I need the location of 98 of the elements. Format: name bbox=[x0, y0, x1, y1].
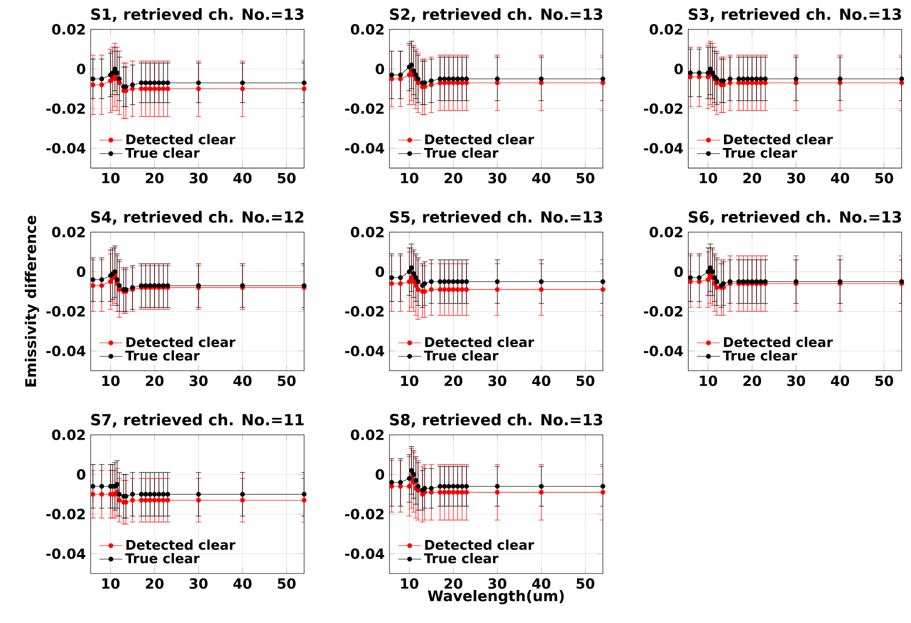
x-tick-label: 30 bbox=[787, 172, 806, 184]
y-tick-label: -0.04 bbox=[46, 548, 86, 560]
x-tick-label: 10 bbox=[102, 578, 120, 589]
x-tick-label: 50 bbox=[875, 172, 894, 184]
y-axis-title: Emissivity difference bbox=[24, 216, 40, 387]
y-tick-label: 0.02 bbox=[52, 226, 85, 238]
x-tick-label: 50 bbox=[278, 376, 296, 386]
legend-label: True clear bbox=[424, 553, 498, 564]
legend-label: True clear bbox=[424, 148, 498, 158]
x-tick-label: 40 bbox=[532, 578, 550, 589]
x-tick-label: 30 bbox=[488, 376, 506, 386]
legend-label: True clear bbox=[125, 553, 200, 564]
y-tick-label: 0 bbox=[376, 469, 384, 480]
x-tick-label: 40 bbox=[830, 172, 850, 184]
y-tick-label: 0.02 bbox=[650, 24, 682, 35]
x-tick-label: 50 bbox=[576, 578, 594, 589]
x-tick-label: 30 bbox=[488, 578, 506, 589]
x-tick-label: 10 bbox=[401, 172, 418, 184]
chart-title: S8, retrieved ch. No.=13 bbox=[390, 414, 602, 428]
x-tick-label: 10 bbox=[102, 172, 120, 184]
y-tick-label: -0.04 bbox=[644, 346, 683, 356]
y-tick-label: -0.04 bbox=[345, 142, 384, 154]
x-tick-label: 20 bbox=[444, 172, 462, 184]
x-tick-label: 40 bbox=[830, 376, 850, 386]
x-tick-label: 20 bbox=[146, 578, 164, 589]
y-tick-label: 0.02 bbox=[350, 24, 384, 35]
x-tick-label: 20 bbox=[146, 172, 164, 184]
x-tick-label: 20 bbox=[444, 376, 462, 386]
chart-title: S2, retrieved ch. No.=13 bbox=[390, 8, 602, 22]
chart-title: S6, retrieved ch. No.=13 bbox=[688, 210, 901, 225]
y-tick-label: 0.02 bbox=[650, 226, 682, 238]
x-tick-label: 40 bbox=[233, 376, 252, 386]
y-tick-label: 0.02 bbox=[52, 430, 85, 440]
x-tick-label: 20 bbox=[743, 376, 762, 386]
legend-label: Detected clear bbox=[126, 134, 236, 144]
chart-title: S4, retrieved ch. No.=12 bbox=[91, 210, 304, 225]
y-tick-label: 0 bbox=[76, 469, 86, 480]
y-tick-label: -0.02 bbox=[345, 508, 384, 520]
chart-title: S1, retrieved ch. No.=13 bbox=[91, 8, 304, 22]
chart-title: S7, retrieved ch. No.=11 bbox=[91, 414, 304, 428]
legend-label: Detected clear bbox=[126, 336, 236, 348]
y-tick-label: -0.02 bbox=[46, 508, 85, 520]
legend-label: True clear bbox=[424, 350, 498, 361]
y-tick-label: 0 bbox=[674, 64, 683, 74]
x-tick-label: 30 bbox=[190, 172, 208, 184]
y-tick-label: -0.02 bbox=[644, 103, 682, 114]
y-tick-label: -0.04 bbox=[345, 548, 384, 560]
x-tick-label: 10 bbox=[102, 376, 120, 386]
y-tick-label: -0.04 bbox=[46, 142, 86, 154]
legend-label: Detected clear bbox=[425, 336, 534, 348]
x-tick-label: 10 bbox=[700, 376, 718, 386]
y-tick-label: 0.02 bbox=[52, 24, 85, 35]
x-tick-label: 30 bbox=[787, 376, 806, 386]
legend-label: Detected clear bbox=[126, 540, 236, 550]
x-tick-label: 30 bbox=[488, 172, 506, 184]
x-tick-label: 10 bbox=[700, 172, 718, 184]
y-tick-label: -0.02 bbox=[345, 306, 384, 317]
y-tick-label: 0 bbox=[376, 64, 384, 74]
x-tick-label: 50 bbox=[278, 578, 296, 589]
legend-label: True clear bbox=[722, 148, 798, 158]
legend-label: Detected clear bbox=[724, 134, 833, 144]
x-tick-label: 50 bbox=[875, 376, 894, 386]
y-tick-label: 0.02 bbox=[350, 226, 384, 238]
y-tick-label: -0.02 bbox=[46, 306, 85, 317]
y-tick-label: 0 bbox=[76, 266, 86, 278]
legend-label: Detected clear bbox=[425, 540, 534, 550]
chart-title: S3, retrieved ch. No.=13 bbox=[688, 8, 901, 22]
x-tick-label: 10 bbox=[401, 578, 418, 589]
x-tick-label: 40 bbox=[532, 376, 550, 386]
legend-label: True clear bbox=[722, 350, 798, 361]
x-tick-label: 50 bbox=[576, 376, 594, 386]
y-tick-label: -0.04 bbox=[644, 142, 683, 154]
y-tick-label: -0.02 bbox=[345, 103, 384, 114]
x-axis-title: Wavelength(um) bbox=[428, 590, 564, 604]
x-tick-label: 50 bbox=[278, 172, 296, 184]
x-tick-label: 20 bbox=[444, 578, 462, 589]
y-tick-label: 0 bbox=[674, 266, 683, 278]
x-tick-label: 40 bbox=[233, 578, 252, 589]
y-tick-label: 0 bbox=[376, 266, 384, 278]
x-tick-label: 30 bbox=[190, 376, 208, 386]
y-tick-label: -0.04 bbox=[345, 346, 384, 356]
y-tick-label: -0.02 bbox=[644, 306, 682, 317]
x-tick-label: 30 bbox=[190, 578, 208, 589]
legend-label: True clear bbox=[125, 350, 200, 361]
legend-label: Detected clear bbox=[425, 134, 534, 144]
y-tick-label: -0.02 bbox=[46, 103, 85, 114]
x-tick-label: 40 bbox=[233, 172, 252, 184]
x-tick-label: 10 bbox=[401, 376, 418, 386]
x-tick-label: 20 bbox=[743, 172, 762, 184]
x-tick-label: 50 bbox=[576, 172, 594, 184]
legend-label: Detected clear bbox=[724, 336, 833, 348]
y-tick-label: 0.02 bbox=[350, 430, 384, 440]
x-tick-label: 40 bbox=[532, 172, 550, 184]
y-tick-label: 0 bbox=[76, 64, 86, 74]
x-tick-label: 20 bbox=[146, 376, 164, 386]
legend-label: True clear bbox=[125, 148, 200, 158]
y-tick-label: -0.04 bbox=[46, 346, 86, 356]
chart-title: S5, retrieved ch. No.=13 bbox=[390, 210, 602, 225]
